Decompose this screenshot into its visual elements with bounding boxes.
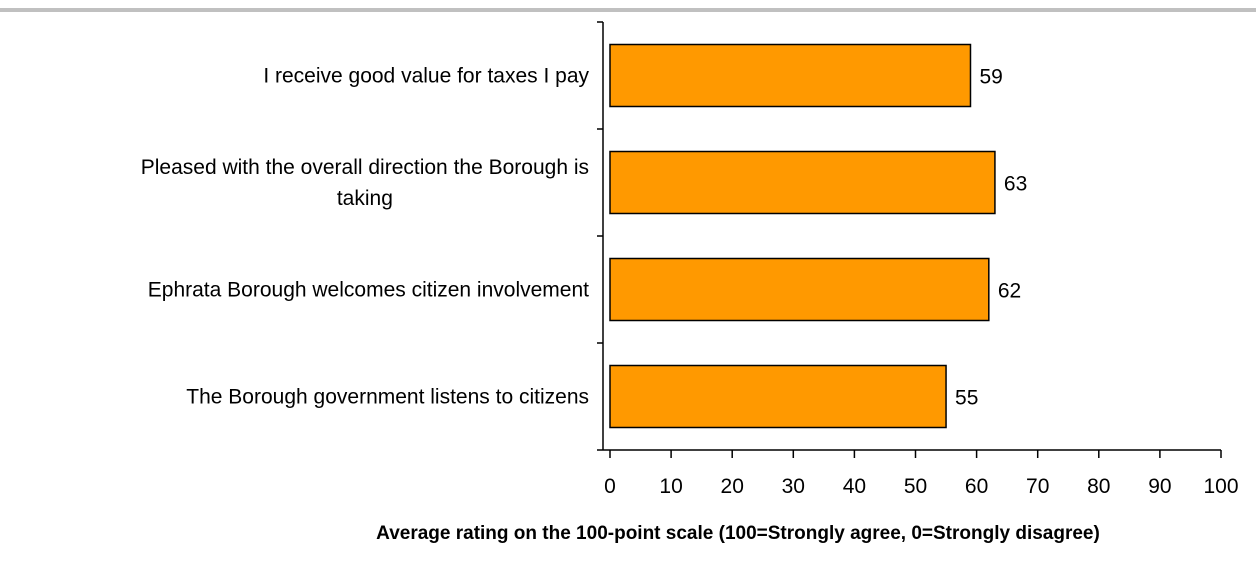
x-tick-label: 90 <box>1148 475 1171 498</box>
category-label-line: I receive good value for taxes I pay <box>263 65 589 88</box>
x-tick-label: 70 <box>1026 475 1049 498</box>
bar-value-label: 62 <box>998 280 1021 303</box>
x-tick-label: 60 <box>965 475 988 498</box>
bar <box>609 150 996 215</box>
category-label: The Borough government listens to citize… <box>186 386 589 409</box>
bar-value-label: 63 <box>1004 173 1027 196</box>
x-tick-label: 50 <box>904 475 927 498</box>
category-label-line: Ephrata Borough welcomes citizen involve… <box>148 279 589 302</box>
bar-value-label: 59 <box>979 66 1002 89</box>
category-label-line: Pleased with the overall direction the B… <box>141 156 589 179</box>
y-axis <box>597 21 604 451</box>
x-axis: 0 10 20 30 40 50 60 70 80 90 100 <box>603 449 1239 498</box>
category-labels: I receive good value for taxes I pay Plea… <box>141 65 590 409</box>
category-label: I receive good value for taxes I pay <box>263 65 589 88</box>
data-labels: 59 63 62 55 <box>955 66 1027 410</box>
category-label-line: The Borough government listens to citize… <box>186 386 589 409</box>
bar <box>609 43 972 108</box>
bar <box>609 257 990 322</box>
x-tick-label: 20 <box>721 475 744 498</box>
category-label: Ephrata Borough welcomes citizen involve… <box>148 279 589 302</box>
x-axis-title: Average rating on the 100-point scale (1… <box>376 523 1100 544</box>
category-label: Pleased with the overall direction the B… <box>141 156 589 210</box>
x-tick-label: 30 <box>782 475 805 498</box>
bar-value-label: 55 <box>955 387 978 410</box>
bars <box>609 43 996 429</box>
x-tick-label: 0 <box>604 475 616 498</box>
top-rule <box>0 8 1256 12</box>
x-tick-label: 40 <box>843 475 866 498</box>
x-tick-label: 100 <box>1203 475 1238 498</box>
category-label-line: taking <box>337 187 393 210</box>
x-tick-label: 80 <box>1087 475 1110 498</box>
bar <box>609 364 947 429</box>
x-tick-label: 10 <box>659 475 682 498</box>
